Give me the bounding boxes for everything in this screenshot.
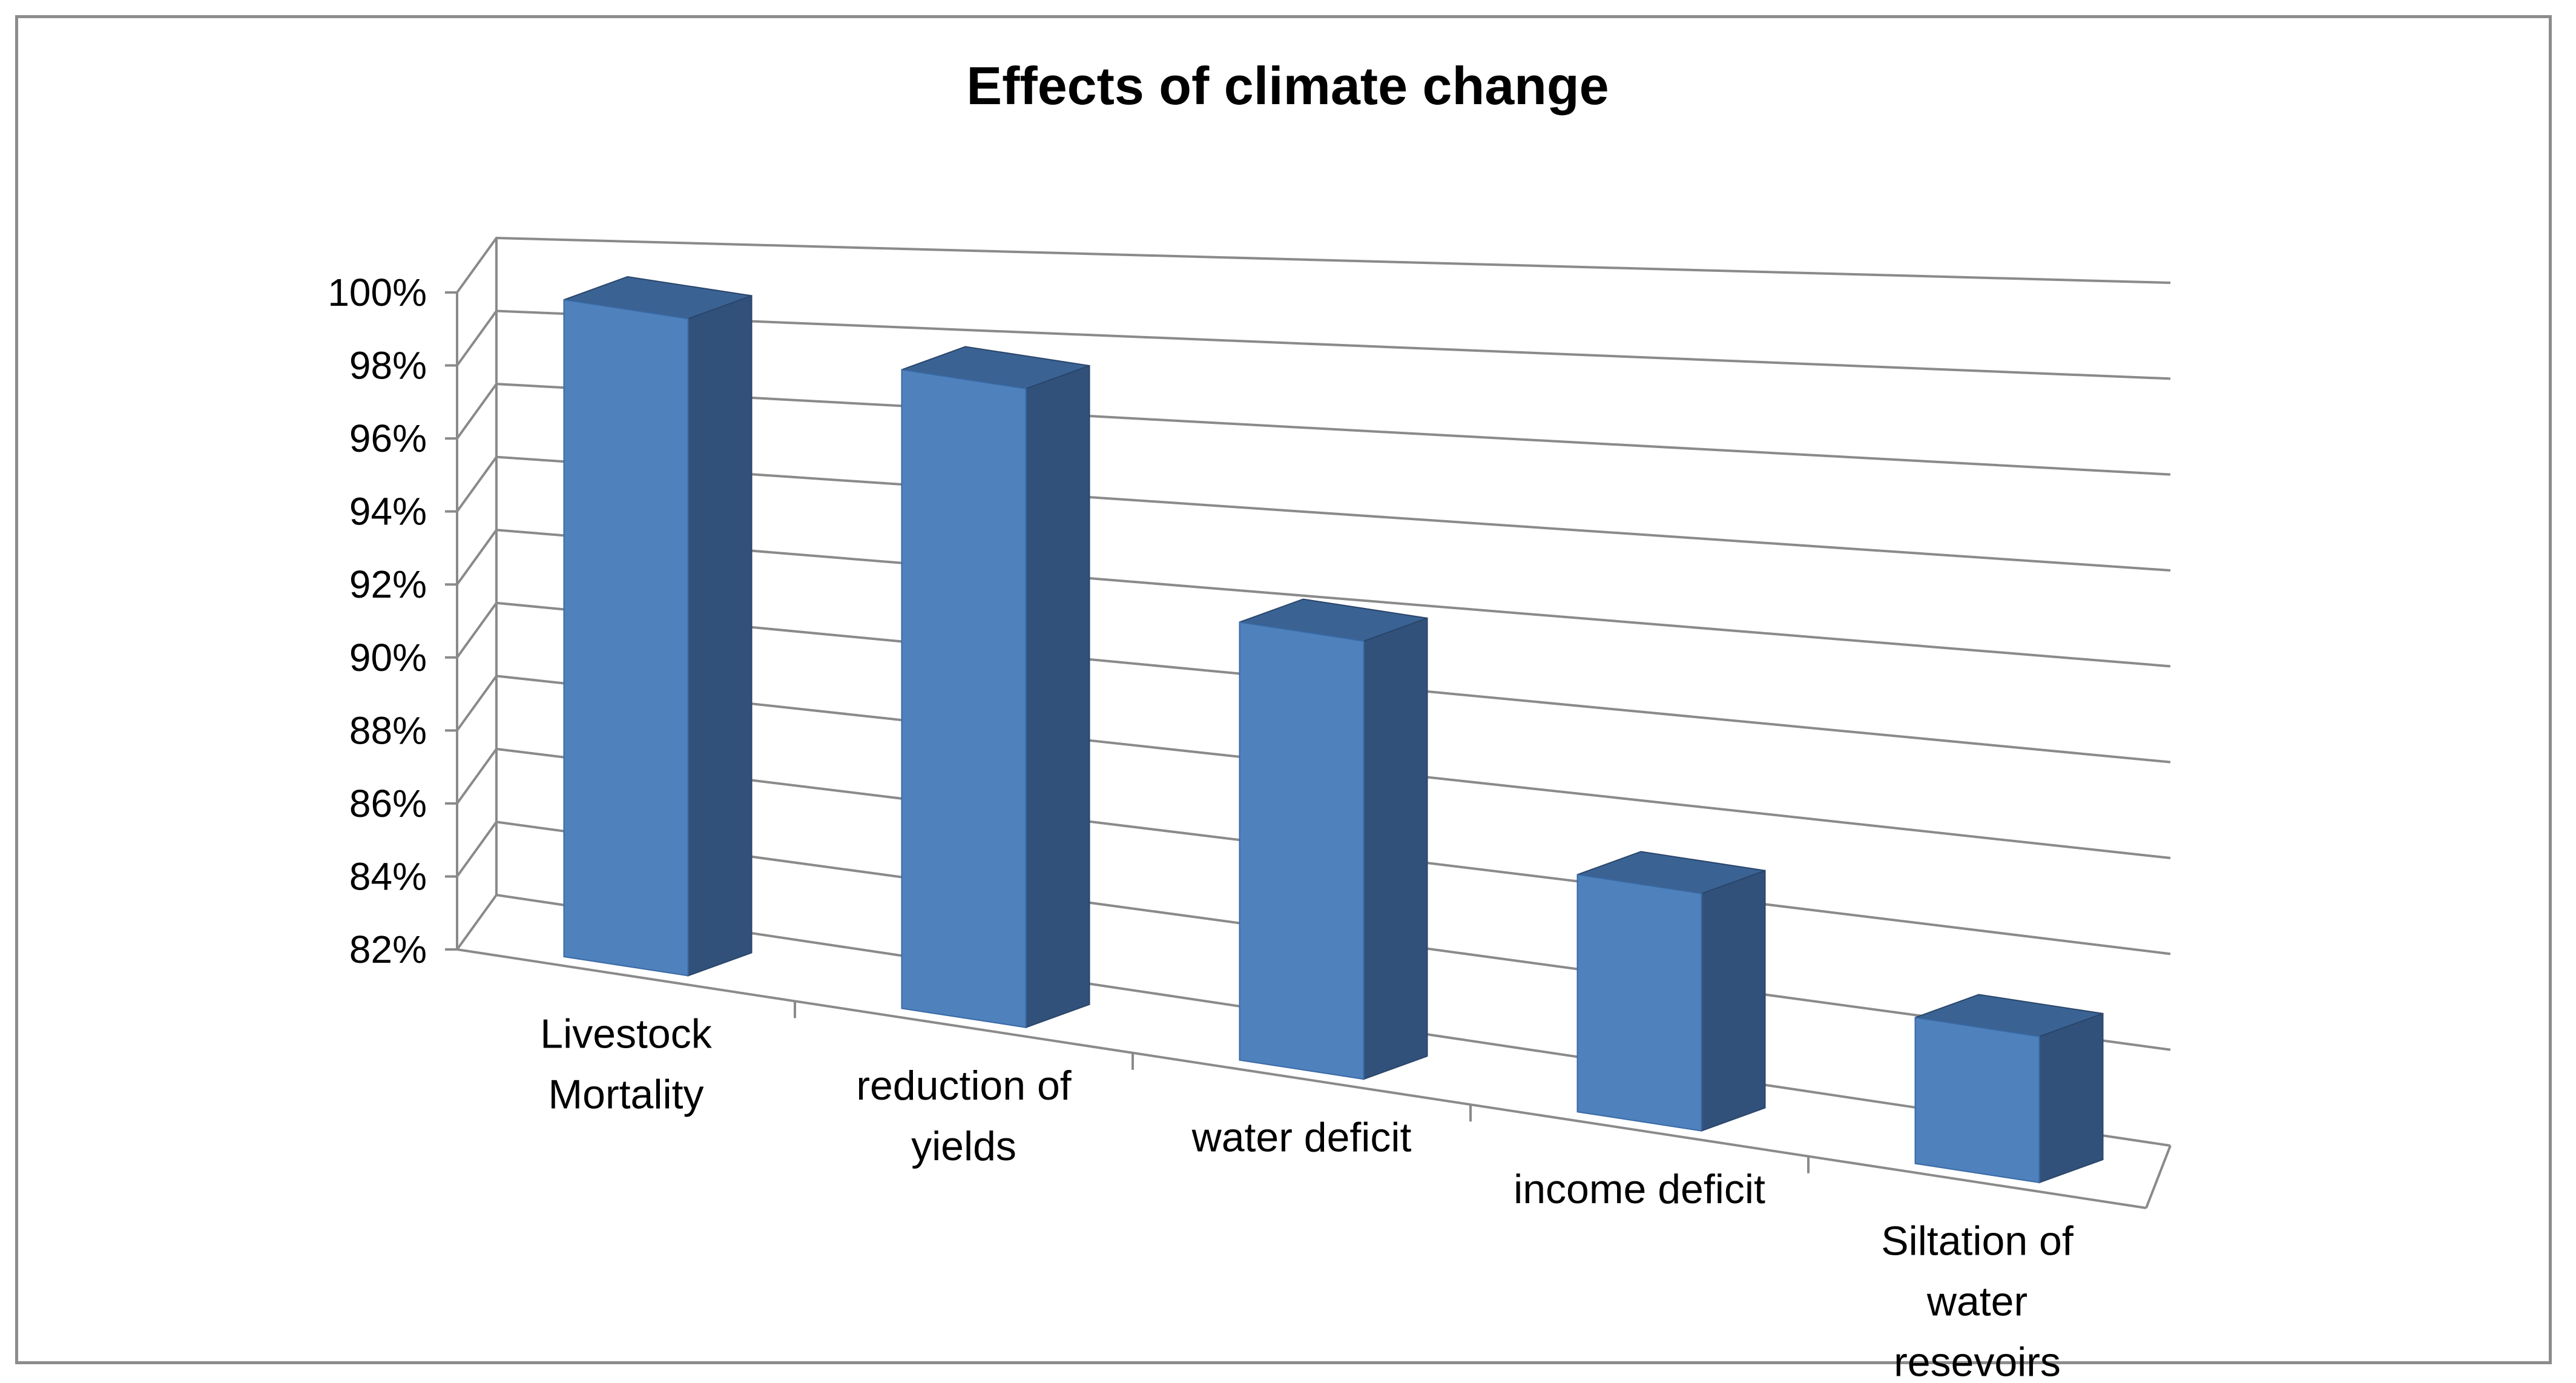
y-tick-label: 84% [349, 854, 427, 898]
bar-side [687, 294, 753, 977]
bar-front [1239, 621, 1365, 1080]
y-tick-label: 96% [349, 417, 427, 460]
y-tick-label: 88% [349, 708, 427, 752]
bar-front [563, 299, 689, 977]
bar-side [1025, 365, 1090, 1029]
y-tick-label: 92% [349, 563, 427, 606]
bar-front [901, 369, 1027, 1028]
bar-side [1363, 617, 1428, 1080]
y-tick-label: 100% [328, 271, 427, 314]
bar [1576, 851, 1766, 1132]
bar [901, 346, 1090, 1029]
bar-side [1701, 870, 1766, 1132]
x-category-label: income deficit [1514, 1166, 1765, 1212]
y-tick-label: 98% [349, 344, 427, 388]
x-axis-line [456, 948, 2147, 1209]
bars [563, 276, 2104, 1184]
y-axis-ticks: 82% 84% 86% 88% 90% 92% 94% 96% 98% 100% [328, 271, 427, 971]
bar [1239, 598, 1428, 1080]
y-tick-label: 94% [349, 490, 427, 533]
bar-side [2038, 1012, 2104, 1184]
chart-title: Effects of climate change [966, 56, 1609, 116]
bar-front [1576, 874, 1702, 1132]
axes [445, 238, 2172, 1209]
x-category-label: Livestock Mortality [540, 1011, 712, 1118]
bar [1914, 994, 2104, 1184]
x-category-label: water deficit [1191, 1115, 1412, 1161]
x-category-label: reduction of yields [856, 1063, 1071, 1169]
x-axis-labels: Livestock Mortality reduction of yields wate… [540, 1011, 2074, 1383]
y-tick-label: 86% [349, 782, 427, 825]
y-tick-label: 90% [349, 636, 427, 679]
bar-front [1914, 1017, 2040, 1184]
bar [563, 276, 753, 977]
gridline [456, 236, 2171, 294]
y-tick-label: 82% [349, 928, 427, 971]
x-category-label: Siltation of water resevoirs [1881, 1218, 2074, 1383]
floor-right-edge [2145, 1145, 2172, 1209]
